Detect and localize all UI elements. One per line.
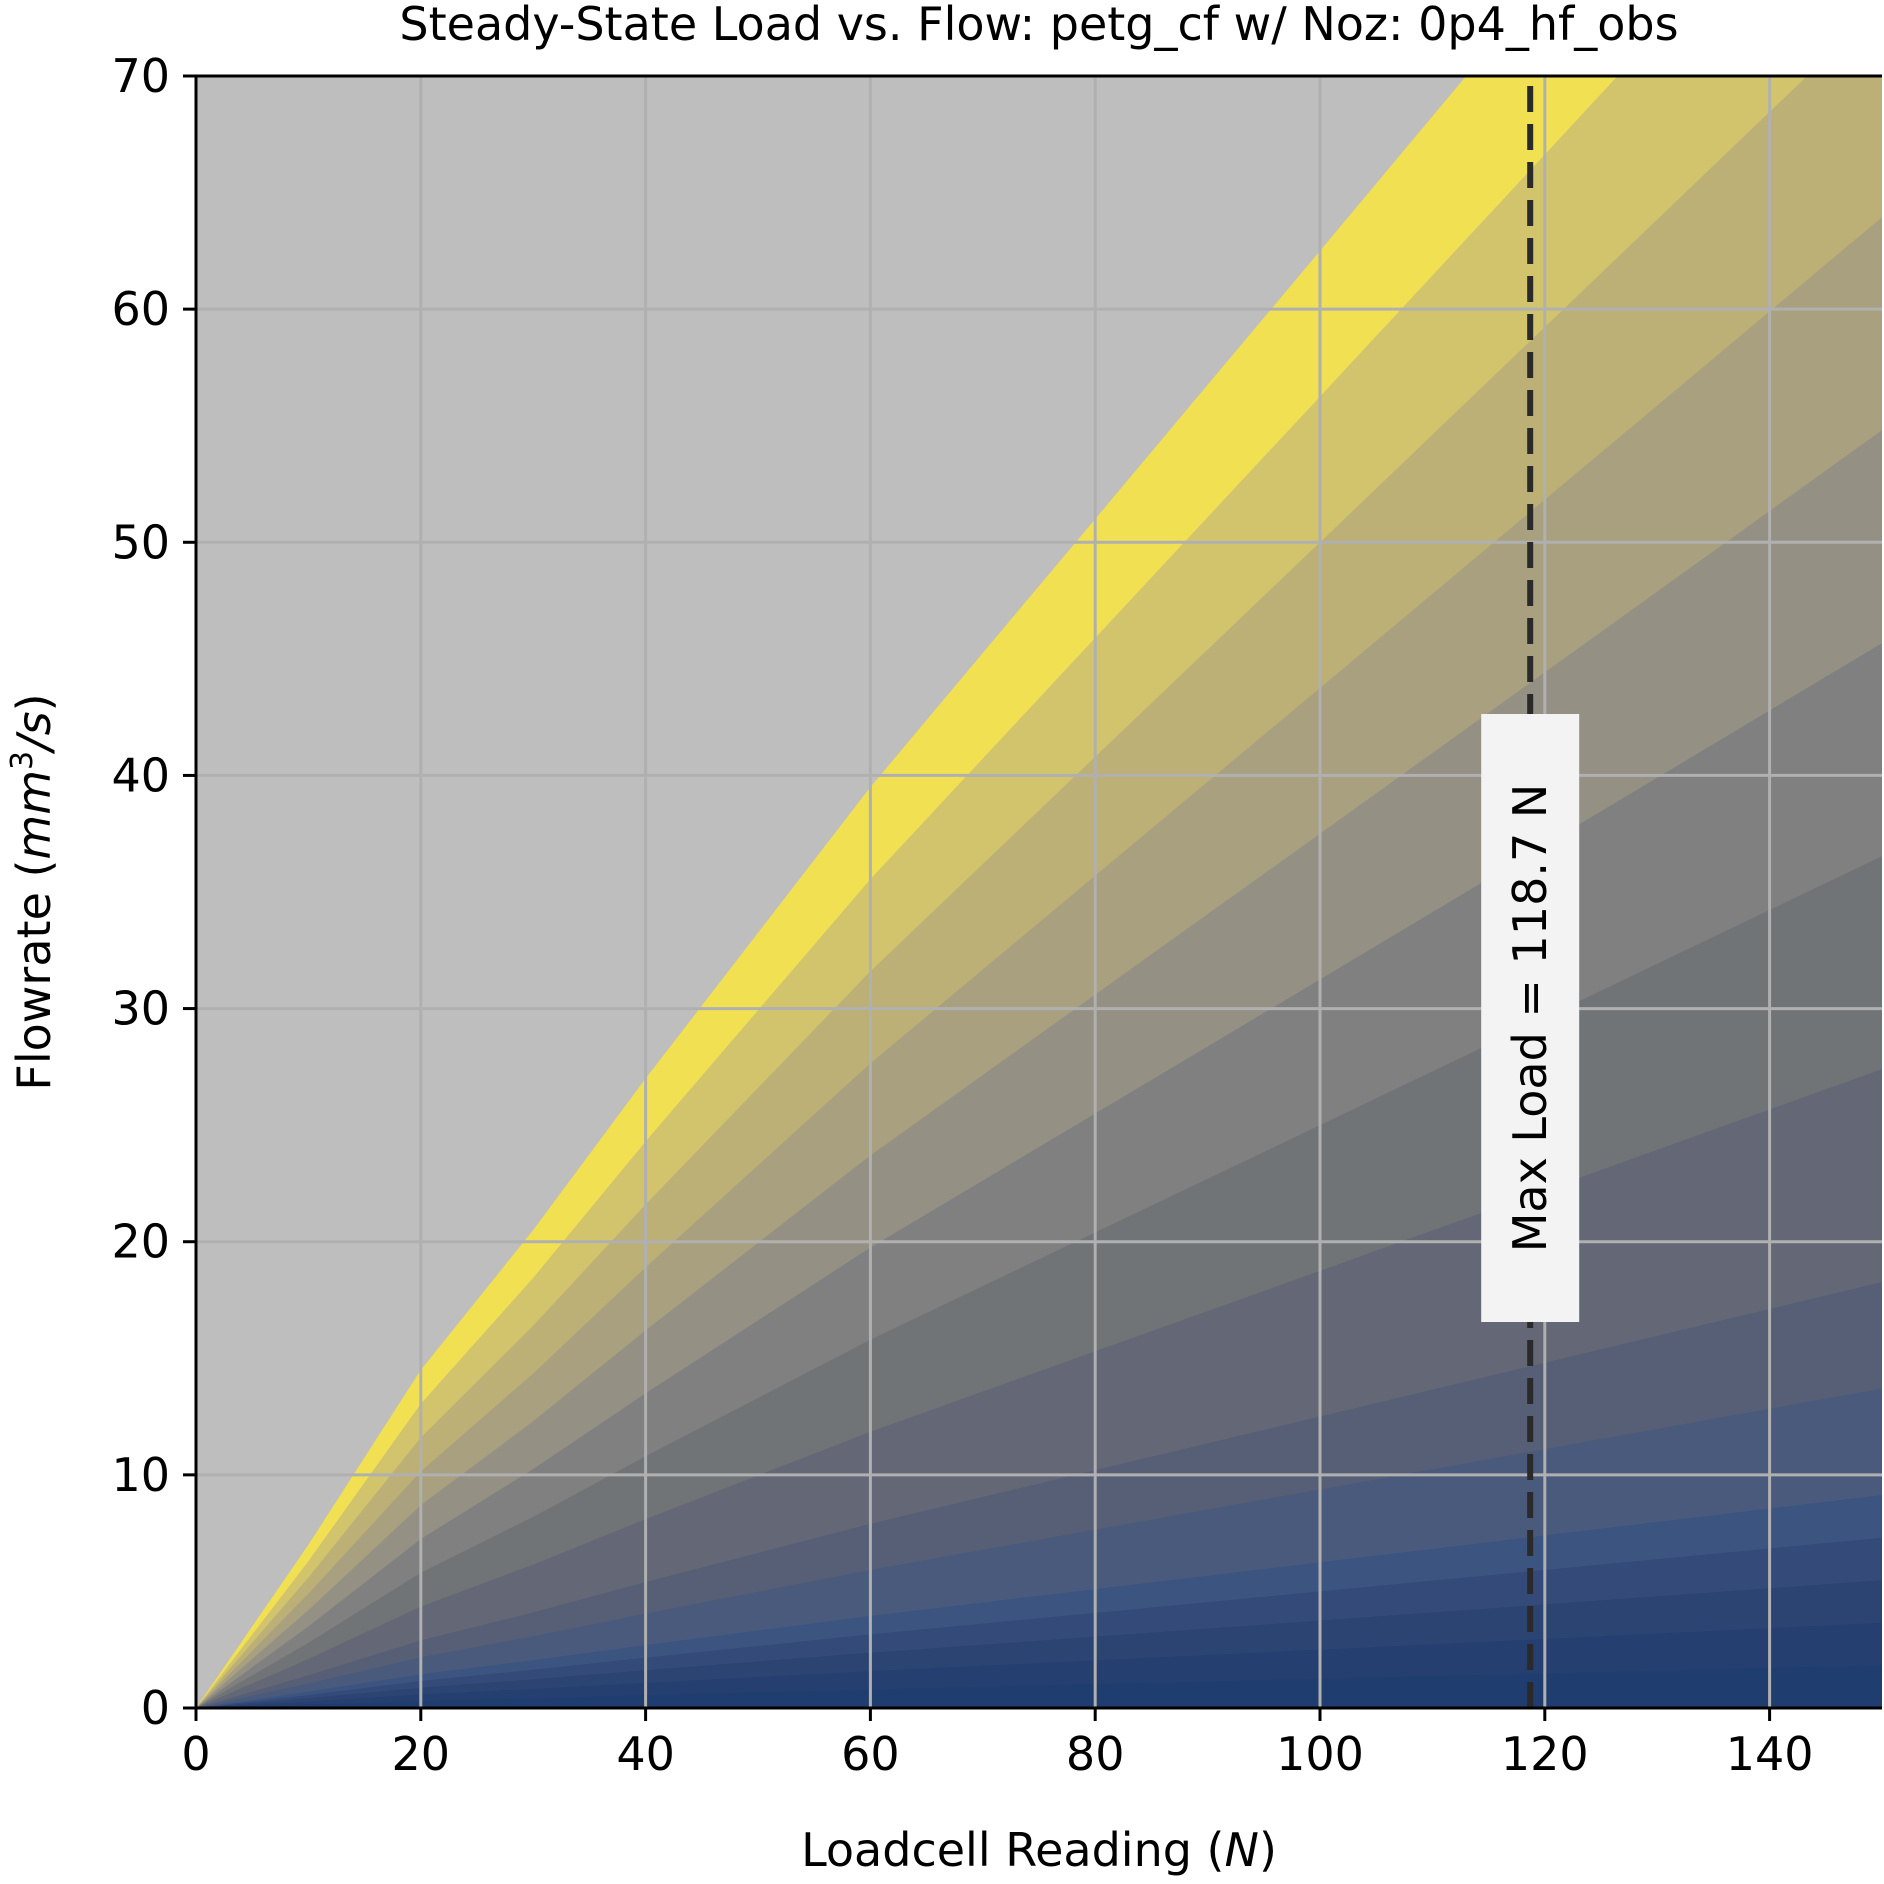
y-axis-label-text: Flowrate ( xyxy=(7,860,61,1091)
y-axis-label: Flowrate (mm3/s) xyxy=(5,693,61,1090)
max-load-label-box xyxy=(1481,714,1580,1322)
x-axis-label-unit: N xyxy=(1225,1823,1259,1877)
grid-lines xyxy=(196,76,1882,1708)
y-axis-ticks: 0 10 20 30 40 50 60 70 xyxy=(111,49,196,1735)
y-tick-label: 60 xyxy=(111,282,170,336)
max-load-label: Max Load = 118.7 N xyxy=(1503,784,1557,1253)
contour-band xyxy=(196,1665,1882,1708)
x-axis-label-close: ) xyxy=(1259,1823,1277,1877)
x-tick-label: 0 xyxy=(181,1727,210,1781)
contour-bands xyxy=(196,76,1882,1708)
max-load-annotation: Max Load = 118.7 N xyxy=(1481,714,1580,1322)
x-tick-label: 140 xyxy=(1726,1727,1814,1781)
y-tick-label: 0 xyxy=(141,1681,170,1735)
y-axis-label-sup: 3 xyxy=(5,751,40,770)
chart-title: Steady-State Load vs. Flow: petg_cf w/ N… xyxy=(399,0,1678,51)
y-tick-label: 50 xyxy=(111,515,170,569)
x-axis-label-text: Loadcell Reading ( xyxy=(801,1823,1224,1877)
x-tick-label: 40 xyxy=(616,1727,675,1781)
y-axis-label-unit2: /s xyxy=(7,711,61,754)
y-tick-label: 10 xyxy=(111,1448,170,1502)
x-axis-label: Loadcell Reading (N) xyxy=(801,1823,1277,1877)
x-tick-label: 20 xyxy=(392,1727,451,1781)
y-axis-label-unit: mm xyxy=(7,770,61,860)
y-tick-label: 20 xyxy=(111,1215,170,1269)
x-tick-label: 60 xyxy=(841,1727,900,1781)
y-tick-label: 30 xyxy=(111,982,170,1036)
x-tick-label: 120 xyxy=(1501,1727,1589,1781)
x-axis-ticks: 0 20 40 60 80 100 120 140 xyxy=(181,1708,1814,1781)
y-axis-label-close: ) xyxy=(7,693,61,711)
x-tick-label: 100 xyxy=(1276,1727,1364,1781)
plot-frame xyxy=(194,74,1882,1710)
y-tick-label: 70 xyxy=(111,49,170,103)
y-tick-label: 40 xyxy=(111,748,170,802)
x-tick-label: 80 xyxy=(1066,1727,1125,1781)
